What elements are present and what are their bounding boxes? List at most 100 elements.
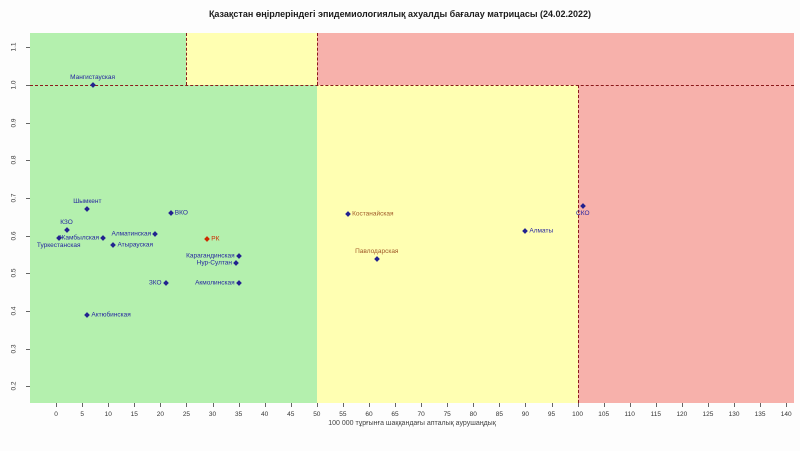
x-tick-mark bbox=[551, 403, 553, 407]
y-tick-mark bbox=[26, 84, 30, 86]
x-tick-mark bbox=[760, 403, 762, 407]
x-tick-label: 15 bbox=[130, 411, 138, 418]
x-tick-label: 45 bbox=[287, 411, 295, 418]
y-tick-mark bbox=[26, 160, 30, 162]
zone-yellow-top bbox=[186, 33, 317, 85]
data-point-label: Павлодарская bbox=[355, 248, 399, 256]
data-point-label: Жамбылская bbox=[59, 234, 99, 242]
y-tick-mark bbox=[26, 47, 30, 49]
y-tick-mark bbox=[26, 386, 30, 388]
x-tick-label: 5 bbox=[80, 411, 84, 418]
x-tick-label: 0 bbox=[54, 411, 58, 418]
data-point-label: СКО bbox=[576, 209, 590, 217]
x-tick-label: 85 bbox=[495, 411, 503, 418]
y-tick-mark bbox=[26, 198, 30, 200]
x-tick-mark bbox=[56, 403, 58, 407]
x-tick-label: 20 bbox=[156, 411, 164, 418]
x-tick-label: 55 bbox=[339, 411, 347, 418]
zone-red-bottom bbox=[577, 84, 794, 403]
data-point-label: РК bbox=[211, 235, 220, 243]
threshold-line-v bbox=[316, 33, 318, 85]
x-tick-label: 50 bbox=[313, 411, 321, 418]
data-point-label: Туркестанская bbox=[36, 241, 81, 249]
x-tick-mark bbox=[707, 403, 709, 407]
x-tick-label: 10 bbox=[104, 411, 112, 418]
x-tick-label: 120 bbox=[676, 411, 688, 418]
x-tick-label: 65 bbox=[391, 411, 399, 418]
x-axis-label: 100 000 тұрғынға шаққандағы апталық ауру… bbox=[328, 420, 496, 427]
threshold-line-v bbox=[186, 33, 188, 85]
data-point-label: ВКО bbox=[174, 209, 188, 217]
data-point-label: Шымкент bbox=[73, 198, 102, 206]
x-tick-label: 25 bbox=[182, 411, 191, 418]
y-tick-label: 1.0 bbox=[10, 80, 18, 90]
data-point-label: Карагандинская bbox=[186, 252, 235, 260]
x-tick-label: 70 bbox=[417, 411, 425, 418]
x-tick-label: 140 bbox=[780, 411, 792, 418]
x-tick-mark bbox=[525, 403, 527, 407]
y-tick-mark bbox=[26, 348, 30, 350]
x-tick-mark bbox=[499, 403, 501, 407]
x-tick-mark bbox=[786, 403, 788, 407]
y-tick-mark bbox=[26, 122, 30, 124]
x-tick-label: 60 bbox=[365, 411, 373, 418]
y-tick-label: 0.6 bbox=[10, 231, 18, 241]
x-tick-mark bbox=[734, 403, 736, 407]
x-tick-mark bbox=[655, 403, 657, 407]
zone-yellow-bottom bbox=[316, 84, 578, 403]
x-tick-label: 30 bbox=[208, 411, 217, 418]
x-tick-mark bbox=[316, 403, 318, 407]
threshold-line-h bbox=[30, 84, 794, 86]
y-tick-mark bbox=[26, 311, 30, 313]
x-tick-label: 95 bbox=[547, 411, 556, 418]
x-tick-mark bbox=[629, 403, 631, 407]
x-tick-label: 100 bbox=[572, 411, 583, 418]
zone-red-top bbox=[316, 33, 794, 85]
y-tick-label: 1.1 bbox=[10, 42, 18, 52]
x-tick-mark bbox=[160, 403, 162, 407]
x-tick-mark bbox=[681, 403, 683, 407]
x-tick-mark bbox=[577, 403, 579, 407]
data-point-label: Актюбинская bbox=[91, 311, 131, 319]
x-tick-label: 130 bbox=[728, 411, 740, 418]
zone-green-bottom bbox=[30, 84, 317, 403]
data-point-label: Алматы bbox=[529, 227, 554, 235]
x-tick-mark bbox=[212, 403, 214, 407]
x-tick-mark bbox=[603, 403, 605, 407]
zone-green-top bbox=[30, 33, 187, 85]
x-tick-mark bbox=[134, 403, 136, 407]
y-tick-mark bbox=[26, 235, 30, 237]
x-tick-label: 125 bbox=[702, 411, 714, 418]
y-tick-label: 0.8 bbox=[10, 155, 18, 165]
data-point-label: Атырауская bbox=[117, 241, 153, 249]
x-tick-label: 80 bbox=[469, 411, 477, 418]
x-tick-label: 115 bbox=[650, 411, 661, 418]
x-tick-mark bbox=[368, 403, 370, 407]
x-tick-label: 35 bbox=[234, 411, 243, 418]
data-point-label: Нур-Султан bbox=[196, 259, 232, 267]
x-tick-label: 75 bbox=[443, 411, 451, 418]
x-tick-mark bbox=[238, 403, 240, 407]
x-tick-label: 40 bbox=[261, 411, 269, 418]
x-tick-label: 110 bbox=[624, 411, 635, 418]
data-point-label: Алматинская bbox=[111, 230, 152, 238]
x-tick-label: 105 bbox=[598, 411, 610, 418]
y-tick-label: 0.7 bbox=[10, 193, 18, 203]
data-point-label: КЗО bbox=[60, 219, 73, 227]
x-tick-mark bbox=[342, 403, 344, 407]
x-tick-mark bbox=[264, 403, 266, 407]
data-point-label: Мангистауская bbox=[70, 73, 116, 81]
y-tick-mark bbox=[26, 273, 30, 275]
x-tick-mark bbox=[421, 403, 423, 407]
x-tick-mark bbox=[108, 403, 110, 407]
y-tick-label: 0.3 bbox=[10, 344, 18, 354]
x-tick-mark bbox=[447, 403, 449, 407]
x-tick-mark bbox=[473, 403, 475, 407]
data-point-label: Акмолинская bbox=[195, 279, 235, 287]
data-point-label: ЗКО bbox=[148, 279, 162, 287]
y-tick-label: 0.2 bbox=[10, 381, 18, 391]
plot-area: 0 5 10 15 20 25 30 35 40 45 50 55 60 65 70 75 80 85 90 95 10… bbox=[11, 33, 794, 418]
x-tick-label: 90 bbox=[521, 411, 530, 418]
x-tick-mark bbox=[82, 403, 84, 407]
